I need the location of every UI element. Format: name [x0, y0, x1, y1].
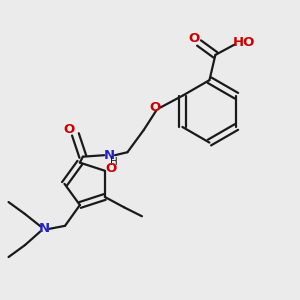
Text: O: O — [188, 32, 199, 45]
Text: O: O — [106, 162, 117, 175]
Text: N: N — [39, 222, 50, 235]
Text: O: O — [63, 122, 74, 136]
Text: N: N — [104, 149, 115, 162]
Text: H: H — [110, 157, 118, 167]
Text: HO: HO — [232, 36, 255, 49]
Text: O: O — [149, 100, 160, 114]
